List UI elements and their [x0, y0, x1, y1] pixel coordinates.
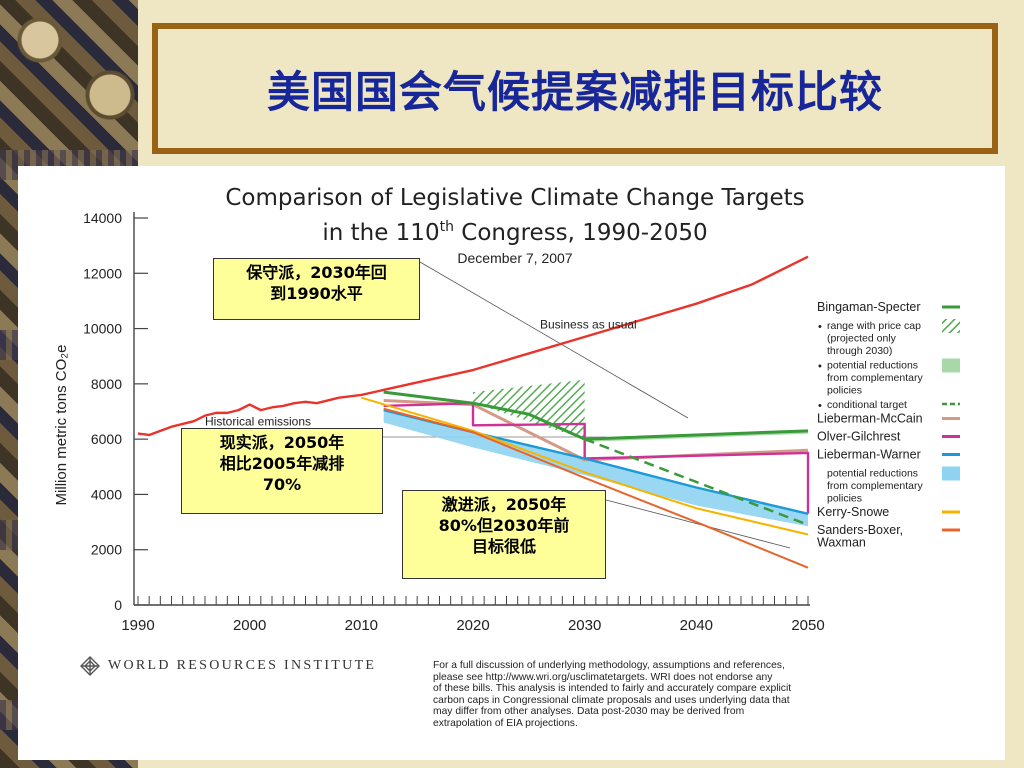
y-tick-label: 14000 [83, 210, 122, 226]
chart-title-sup: th [440, 219, 454, 235]
legend-bullet: • [818, 361, 822, 373]
chart-title: Comparison of Legislative Climate Change… [225, 185, 804, 211]
legend-label: from complementary [827, 372, 923, 384]
legend-swatch-box [942, 358, 960, 373]
series-line-bau [137, 255, 809, 437]
legend-label: Kerry-Snowe [817, 505, 889, 519]
x-tick-label: 2030 [568, 617, 601, 634]
y-tick-label: 8000 [91, 376, 122, 392]
x-tick-label: 2020 [456, 617, 489, 634]
legend-label: policies [827, 385, 862, 397]
footnote-line: carbon caps in Congressional climate pro… [433, 694, 790, 706]
x-tick-label: 2040 [680, 617, 713, 634]
chart-title-part: Congress, 1990-2050 [454, 220, 708, 246]
y-tick-label: 0 [114, 597, 122, 613]
y-tick-label: 2000 [91, 542, 122, 558]
chart-annotation: Business as usual [540, 318, 637, 332]
legend-label: policies [827, 493, 862, 505]
chart-annotation: Historical emissions [205, 414, 311, 428]
legend-label: Lieberman-Warner [817, 448, 921, 462]
legend-swatch-hatch [942, 319, 960, 333]
chart-title-part: in the 110 [322, 220, 439, 246]
footnote: For a full discussion of underlying meth… [433, 660, 853, 730]
y-tick-label: 10000 [83, 321, 122, 337]
bingaman-conditional-target-line [584, 437, 809, 527]
legend-label: Sanders-Boxer, [817, 523, 903, 537]
slide-title: 美国国会气候提案减排目标比较 [267, 67, 883, 118]
footnote-line: extrapolation of EIA projections. [433, 717, 578, 729]
y-axis-label: Million metric tons CO₂e [53, 345, 70, 506]
legend-label: range with price cap [827, 320, 921, 332]
legend-label: Olver-Gilchrest [817, 430, 901, 444]
callout-leader [419, 261, 689, 419]
series-line-bingaman [383, 390, 809, 441]
series-line-sanders [383, 407, 809, 569]
slide-title-box: 美国国会气候提案减排目标比较 [152, 23, 998, 154]
callout-line: 现实派，2050年 [219, 433, 345, 452]
x-tick-label: 2010 [345, 617, 378, 634]
y-tick-label: 12000 [83, 265, 122, 281]
chart-title-line2: in the 110th Congress, 1990-2050 [322, 219, 707, 246]
wri-logo: WORLD RESOURCES INSTITUTE [80, 656, 376, 676]
callout-line: 相比2005年减排 [219, 454, 345, 473]
legend-label: Bingaman-Specter [817, 300, 921, 314]
footnote-line: For a full discussion of underlying meth… [433, 660, 785, 671]
callout-radical: 激进派，2050年 80%但2030年前 目标很低 [402, 490, 606, 579]
legend-label: through 2030) [827, 345, 892, 357]
footnote-line: of these bills. This analysis is intende… [433, 683, 792, 695]
x-tick-label: 1990 [121, 617, 154, 634]
y-tick-label: 6000 [91, 431, 122, 447]
legend-bullet: • [818, 400, 822, 412]
wri-mark-icon [80, 656, 100, 676]
callout-line: 保守派，2030年回 [246, 263, 387, 282]
callout-line: 80%但2030年前 [438, 516, 570, 535]
chart-subtitle: December 7, 2007 [457, 250, 572, 266]
legend-label: (projected only [827, 333, 897, 345]
footnote-line: please see http://www.wri.org/usclimatet… [433, 671, 773, 683]
callout-conservative: 保守派，2030年回 到1990水平 [213, 258, 420, 320]
legend-label: potential reductions [827, 360, 918, 372]
legend-label: conditional target [827, 399, 907, 411]
legend-label: from complementary [827, 480, 923, 492]
x-tick-label: 2000 [233, 617, 266, 634]
callout-leader [605, 499, 791, 549]
series-line-kerry [361, 396, 809, 536]
legend-swatch-box [942, 466, 960, 481]
legend-label: Lieberman-McCain [817, 412, 923, 426]
footnote-line: may differ from other analyses. Data pos… [433, 706, 745, 718]
callout-realist: 现实派，2050年 相比2005年减排 70% [181, 428, 383, 514]
x-tick-label: 2050 [791, 617, 824, 634]
wri-name: WORLD RESOURCES INSTITUTE [108, 658, 377, 673]
callout-line: 目标很低 [471, 537, 536, 556]
callout-line: 到1990水平 [270, 284, 363, 303]
callout-line: 激进派，2050年 [441, 495, 567, 514]
legend-bullet: • [818, 321, 822, 333]
legend-label: potential reductions [827, 468, 918, 480]
y-tick-label: 4000 [91, 486, 122, 502]
callout-line: 70% [262, 475, 302, 494]
legend-label: Waxman [817, 536, 866, 550]
